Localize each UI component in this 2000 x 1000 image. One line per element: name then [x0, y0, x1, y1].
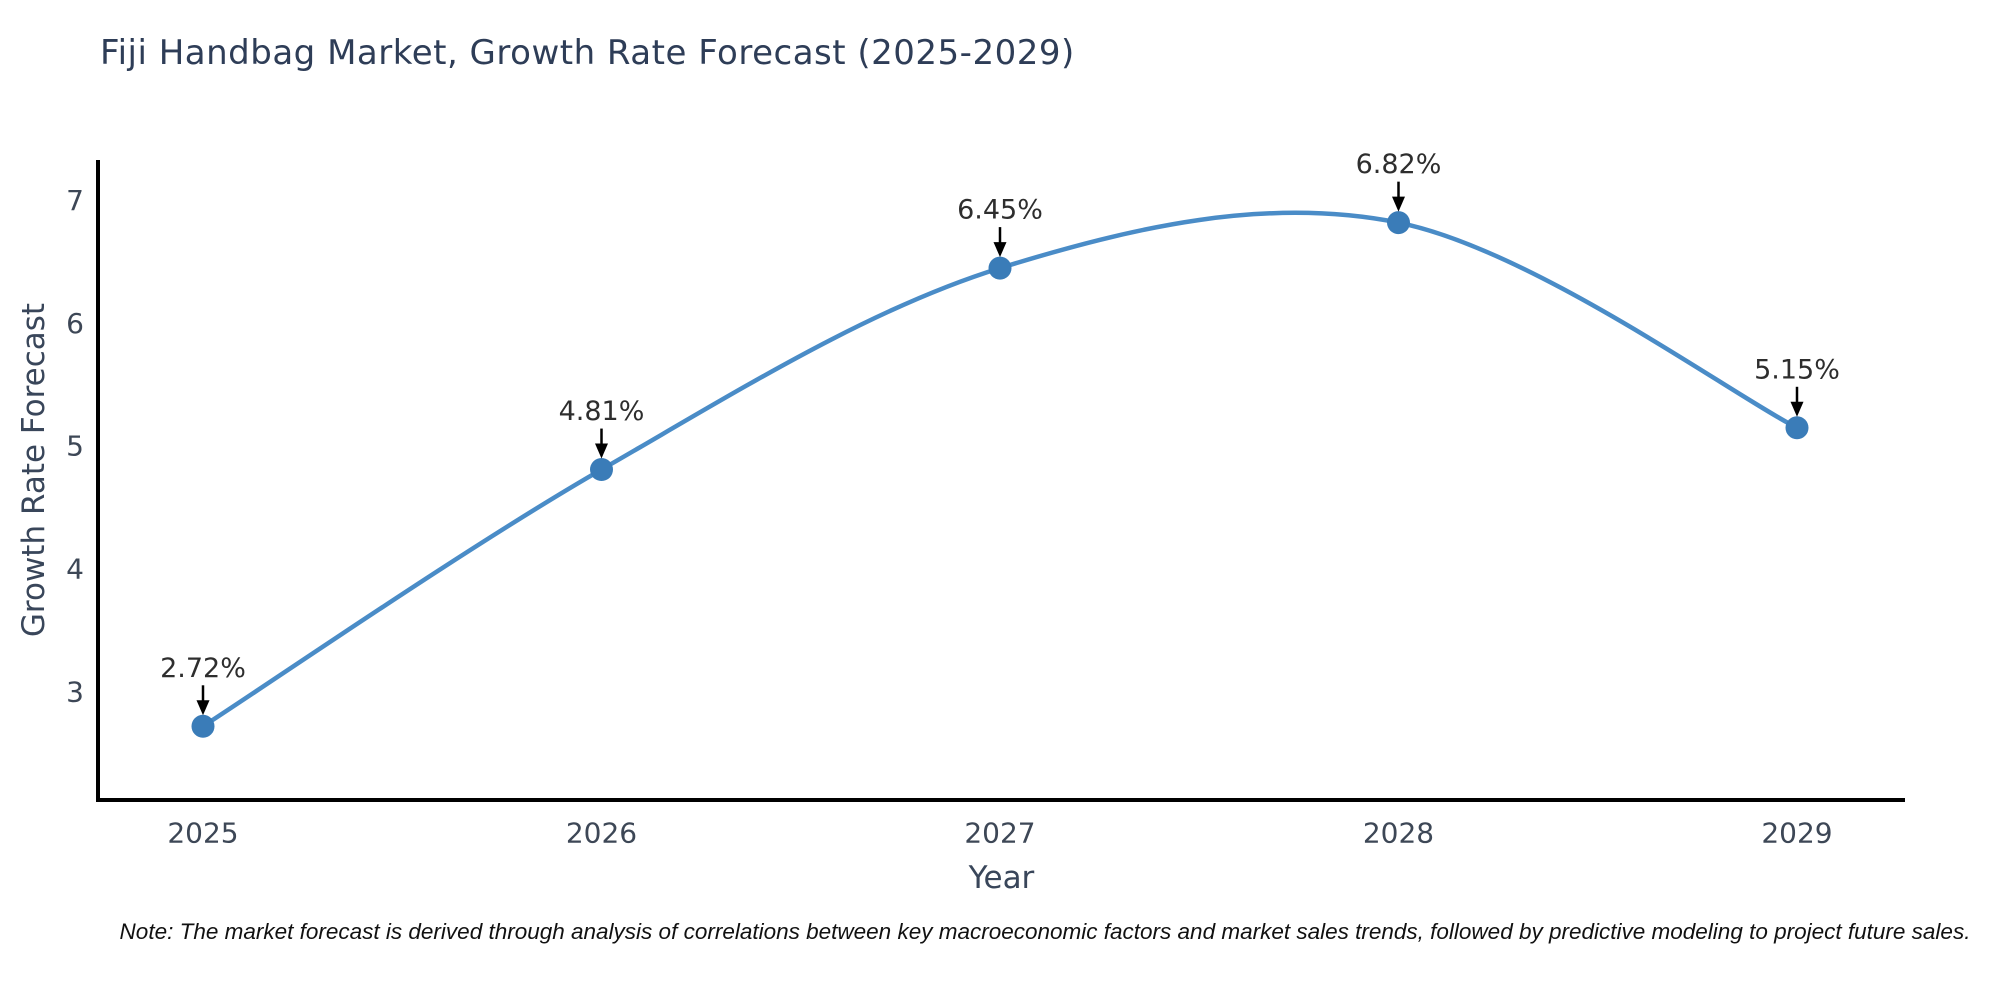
- annotation-arrow-head: [595, 443, 608, 459]
- y-tick-label: 6: [66, 307, 84, 340]
- annotation-arrow-head: [1392, 196, 1405, 212]
- x-tick-label: 2029: [1761, 817, 1832, 850]
- annotation-arrow-head: [993, 242, 1007, 258]
- annotation-label: 5.15%: [1754, 354, 1840, 385]
- x-tick-label: 2026: [566, 817, 637, 850]
- data-point-marker: [1387, 211, 1410, 235]
- trend-line: [200, 210, 1800, 729]
- data-point-marker: [191, 714, 215, 738]
- y-tick-label: 5: [66, 430, 84, 463]
- annotation-arrow-head: [196, 700, 210, 716]
- y-tick-label: 3: [66, 675, 84, 708]
- chart-title: Fiji Handbag Market, Growth Rate Forecas…: [100, 33, 1075, 73]
- y-axis-title: Growth Rate Forecast: [16, 303, 52, 637]
- y-tick-label: 7: [66, 184, 84, 217]
- data-point-marker: [590, 458, 613, 482]
- annotation-arrow-head: [1790, 401, 1804, 417]
- annotation-label: 6.45%: [957, 195, 1043, 226]
- annotation-label: 2.72%: [160, 653, 246, 684]
- x-axis-title: Year: [968, 860, 1035, 896]
- data-point-marker: [1785, 416, 1809, 440]
- data-point-marker: [988, 256, 1012, 280]
- annotation-label: 6.82%: [1356, 149, 1442, 180]
- x-tick-label: 2025: [167, 817, 238, 850]
- y-tick-label: 4: [66, 553, 84, 586]
- footnote: Note: The market forecast is derived thr…: [119, 919, 1971, 944]
- annotation-label: 4.81%: [559, 396, 645, 427]
- x-tick-label: 2027: [964, 817, 1035, 850]
- x-tick-label: 2028: [1363, 817, 1434, 850]
